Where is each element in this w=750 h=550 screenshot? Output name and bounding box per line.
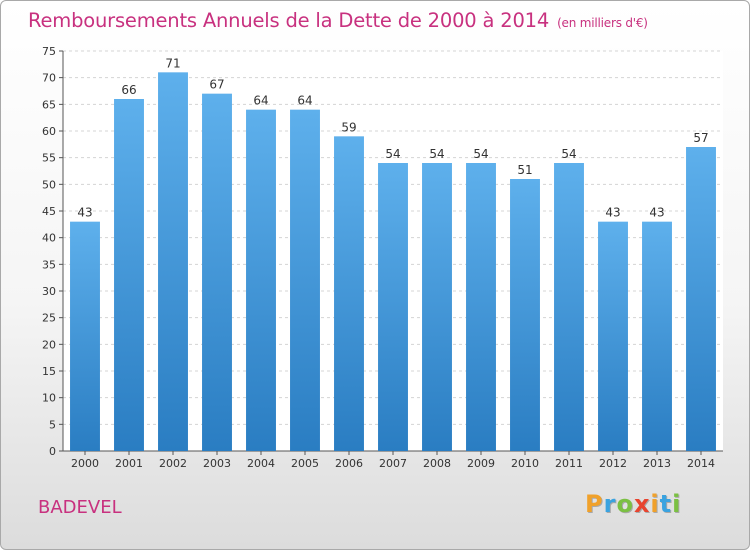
data-label-2011: 54 xyxy=(561,147,576,161)
y-tick-label: 0 xyxy=(49,445,56,458)
data-label-2001: 66 xyxy=(121,83,136,97)
bar-2000 xyxy=(70,221,100,451)
data-label-2005: 64 xyxy=(297,94,312,108)
x-tick-label-2002: 2002 xyxy=(159,457,187,470)
brand-logo: Proxiti xyxy=(585,490,681,518)
y-tick-label: 55 xyxy=(42,152,56,165)
brand-letter: i xyxy=(672,490,682,518)
y-tick-label: 50 xyxy=(42,178,56,191)
data-label-2006: 59 xyxy=(341,120,356,134)
data-label-2003: 67 xyxy=(209,78,224,92)
bar-2005 xyxy=(290,109,320,452)
data-label-2007: 54 xyxy=(385,147,400,161)
bar-2012 xyxy=(598,221,628,451)
brand-letter: P xyxy=(585,490,604,518)
y-tick-label: 70 xyxy=(42,72,56,85)
x-tick-label-2011: 2011 xyxy=(555,457,583,470)
x-tick-label-2008: 2008 xyxy=(423,457,451,470)
data-label-2014: 57 xyxy=(693,131,708,145)
y-tick-label: 15 xyxy=(42,365,56,378)
y-tick-label: 35 xyxy=(42,258,56,271)
brand-letter: x xyxy=(633,490,651,518)
bar-2011 xyxy=(554,163,584,451)
x-tick-label-2007: 2007 xyxy=(379,457,407,470)
brand-letter: i xyxy=(650,490,660,518)
data-label-2002: 71 xyxy=(165,56,180,70)
data-label-2004: 64 xyxy=(253,94,268,108)
bar-2014 xyxy=(686,147,716,451)
chart-subtitle: (en milliers d'€) xyxy=(557,16,648,30)
bar-2002 xyxy=(158,72,188,451)
x-tick-label-2001: 2001 xyxy=(115,457,143,470)
x-tick-label-2014: 2014 xyxy=(687,457,715,470)
bar-2001 xyxy=(114,99,144,451)
data-label-2012: 43 xyxy=(605,206,620,220)
brand-letter: r xyxy=(603,490,617,518)
data-label-2000: 43 xyxy=(77,206,92,220)
bar-2008 xyxy=(422,163,452,451)
chart-title: Remboursements Annuels de la Dette de 20… xyxy=(28,9,648,32)
y-tick-label: 60 xyxy=(42,125,56,138)
bar-2007 xyxy=(378,163,408,451)
x-tick-label-2004: 2004 xyxy=(247,457,275,470)
y-tick-label: 25 xyxy=(42,312,56,325)
y-tick-label: 30 xyxy=(42,285,56,298)
data-label-2008: 54 xyxy=(429,147,444,161)
y-tick-label: 5 xyxy=(49,418,56,431)
x-tick-label-2013: 2013 xyxy=(643,457,671,470)
chart-title-text: Remboursements Annuels de la Dette de 20… xyxy=(28,9,550,32)
y-tick-label: 65 xyxy=(42,98,56,111)
x-tick-label-2010: 2010 xyxy=(511,457,539,470)
bar-2003 xyxy=(202,93,232,452)
bar-2013 xyxy=(642,221,672,451)
brand-letter: t xyxy=(659,490,673,518)
location-label: BADEVEL xyxy=(38,497,122,518)
y-tick-label: 40 xyxy=(42,232,56,245)
brand-letter: o xyxy=(616,490,634,518)
data-label-2013: 43 xyxy=(649,206,664,220)
x-tick-label-2005: 2005 xyxy=(291,457,319,470)
data-label-2010: 51 xyxy=(517,163,532,177)
y-tick-label: 10 xyxy=(42,392,56,405)
x-tick-label-2003: 2003 xyxy=(203,457,231,470)
x-tick-label-2006: 2006 xyxy=(335,457,363,470)
x-tick-label-2012: 2012 xyxy=(599,457,627,470)
bar-2006 xyxy=(334,136,364,452)
y-tick-label: 20 xyxy=(42,338,56,351)
y-tick-label: 75 xyxy=(42,45,56,58)
x-tick-label-2000: 2000 xyxy=(71,457,99,470)
y-tick-label: 45 xyxy=(42,205,56,218)
bar-2009 xyxy=(466,163,496,451)
x-tick-label-2009: 2009 xyxy=(467,457,495,470)
bar-2004 xyxy=(246,109,276,452)
data-label-2009: 54 xyxy=(473,147,488,161)
bar-2010 xyxy=(510,179,540,451)
